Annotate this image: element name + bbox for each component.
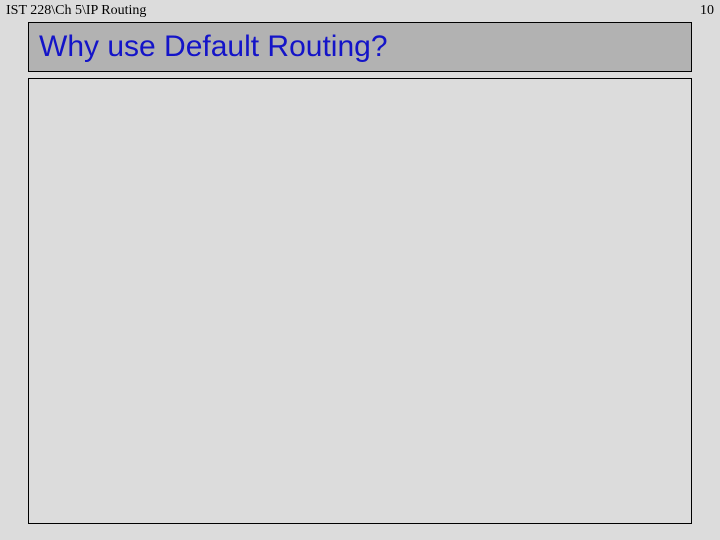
header-path: IST 228\Ch 5\IP Routing (6, 3, 146, 19)
page-number: 10 (700, 3, 714, 19)
slide-title: Why use Default Routing? (39, 30, 388, 64)
slide-title-box: Why use Default Routing? (28, 22, 692, 72)
slide-body-box (28, 78, 692, 524)
